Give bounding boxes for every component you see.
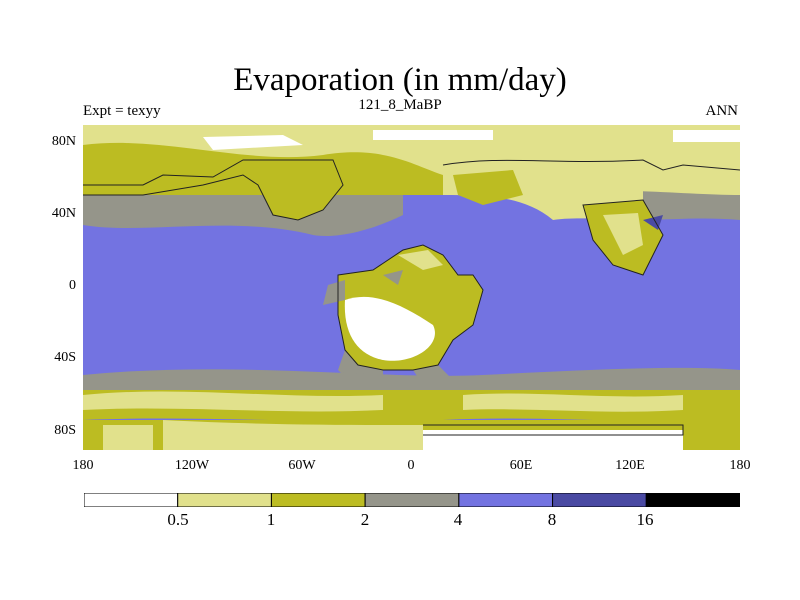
lat-tick-40s: 40S <box>54 350 76 365</box>
colorbar <box>83 492 741 508</box>
evaporation-map <box>83 125 740 450</box>
colorbar-segment <box>177 492 272 508</box>
season-label: ANN <box>705 103 739 119</box>
colorbar-segment <box>364 492 460 508</box>
lon-tick-60e: 60E <box>509 458 533 473</box>
lat-tick-80n: 80N <box>51 134 76 149</box>
colorbar-label-4: 4 <box>453 510 463 529</box>
lon-tick-180e: 180 <box>729 458 751 473</box>
colorbar-segment <box>552 492 647 508</box>
lon-tick-180w: 180 <box>72 458 94 473</box>
lon-tick-60w: 60W <box>288 458 316 473</box>
lat-tick-0: 0 <box>69 278 76 293</box>
lat-tick-40n: 40N <box>51 206 76 221</box>
colorbar-label-16: 16 <box>636 510 654 529</box>
lat-tick-80s: 80S <box>54 423 76 438</box>
colorbar-segment <box>83 492 179 508</box>
colorbar-segment <box>270 492 366 508</box>
lon-tick-120e: 120E <box>615 458 645 473</box>
colorbar-label-1: 1 <box>266 510 276 529</box>
colorbar-segment <box>645 492 741 508</box>
map-title: Evaporation (in mm/day) <box>233 62 567 98</box>
colorbar-label-8: 8 <box>547 510 557 529</box>
colorbar-segment <box>458 492 554 508</box>
lon-tick-0: 0 <box>407 458 415 473</box>
colorbar-label-2: 2 <box>360 510 370 529</box>
lon-tick-120w: 120W <box>174 458 210 473</box>
period-label: 121_8_MaBP <box>358 97 442 113</box>
colorbar-label-0-5: 0.5 <box>167 510 189 529</box>
experiment-label: Expt = texyy <box>83 103 161 119</box>
